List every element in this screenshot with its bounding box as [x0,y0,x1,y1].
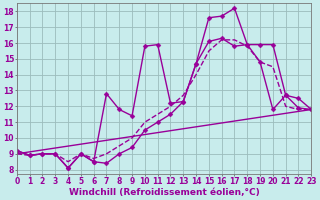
X-axis label: Windchill (Refroidissement éolien,°C): Windchill (Refroidissement éolien,°C) [69,188,260,197]
